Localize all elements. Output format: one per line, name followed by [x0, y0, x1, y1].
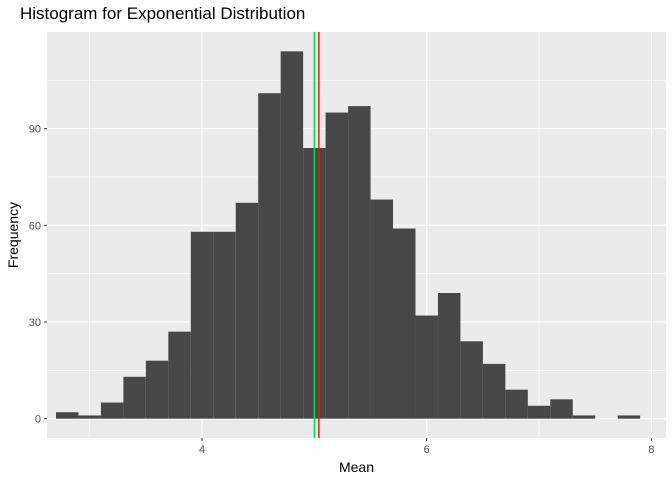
y-axis-title: Frequency [5, 202, 21, 268]
x-axis: 4 6 8 [199, 438, 654, 456]
histogram-bar [168, 331, 191, 419]
histogram-bar [527, 405, 551, 419]
x-tick-label: 6 [424, 444, 430, 456]
histogram-bar [617, 415, 641, 419]
histogram-bar [370, 199, 394, 419]
histogram-bar [280, 51, 304, 419]
histogram-bar [78, 415, 101, 419]
histogram-bar [145, 360, 169, 419]
histogram-bar [460, 341, 483, 419]
reference-lines [313, 32, 320, 438]
y-tick-label: 60 [29, 220, 41, 232]
histogram-bar [415, 315, 438, 419]
histogram-bar [213, 231, 236, 419]
histogram-bar [437, 293, 461, 419]
histogram-bar [55, 412, 79, 419]
histogram-bar [348, 106, 371, 419]
y-axis: 0 30 60 90 [29, 124, 47, 426]
histogram-bar [572, 415, 596, 419]
chart-title: Histogram for Exponential Distribution [20, 4, 306, 23]
histogram-bar [505, 389, 528, 419]
histogram-bar [258, 93, 281, 419]
y-tick-label: 0 [35, 414, 41, 426]
y-tick-label: 30 [29, 317, 41, 329]
histogram-bar [482, 363, 506, 419]
histogram-bar [123, 376, 146, 419]
x-tick-label: 4 [199, 444, 205, 456]
histogram-bars [55, 51, 641, 419]
histogram-bar [235, 202, 259, 419]
x-tick-label: 8 [648, 444, 654, 456]
y-tick-label: 90 [29, 124, 41, 136]
histogram-bar [325, 112, 349, 419]
histogram-bar [190, 231, 214, 419]
x-axis-title: Mean [339, 459, 374, 475]
histogram-bar [550, 399, 573, 419]
histogram-bar [393, 228, 416, 419]
histogram-bar [100, 402, 124, 419]
